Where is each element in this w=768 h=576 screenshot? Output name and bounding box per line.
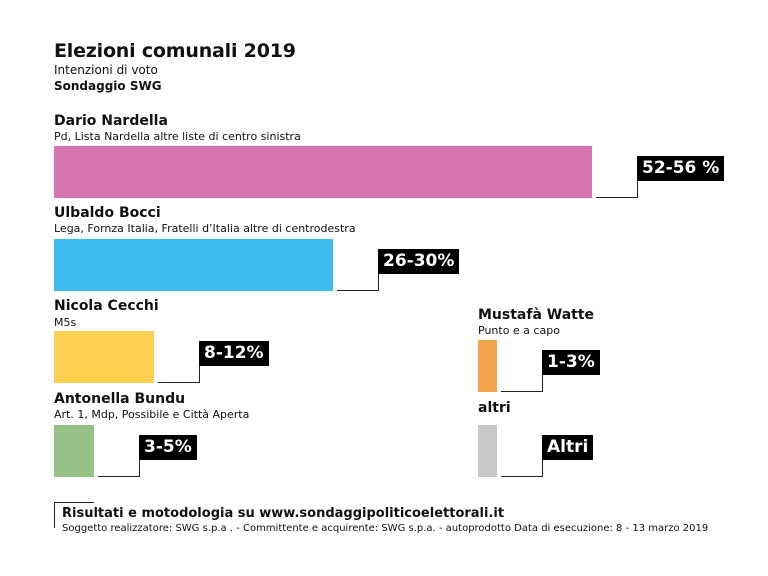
footer-credits: Soggetto realizzatore: SWG s.p.a . - Com… <box>62 523 709 534</box>
candidate-name-nardella: Dario Nardella <box>54 113 168 129</box>
candidate-parties-nardella: Pd, Lista Nardella altre liste di centro… <box>54 130 301 143</box>
candidate-name-altri: altri <box>478 400 511 416</box>
chart-source: Sondaggio SWG <box>54 79 162 93</box>
chart-title: Elezioni comunali 2019 <box>54 40 296 62</box>
leader-line-bocci <box>337 259 379 291</box>
candidate-parties-watte: Punto e a capo <box>478 324 560 337</box>
bar-altri <box>478 425 497 477</box>
candidate-name-watte: Mustafà Watte <box>478 307 595 323</box>
leader-line-altri <box>501 445 543 477</box>
bar-bundu <box>54 425 94 477</box>
value-label-nardella: 52-56 % <box>637 156 725 181</box>
candidate-parties-bundu: Art. 1, Mdp, Possibile e Città Aperta <box>54 408 250 421</box>
candidate-parties-bocci: Lega, Fornza Italia, Fratelli d’Italia a… <box>54 222 356 235</box>
leader-line-watte <box>501 360 543 392</box>
footer-methodology: Risultati e motodologia su www.sondaggip… <box>62 506 505 521</box>
candidate-name-cecchi: Nicola Cecchi <box>54 298 159 314</box>
value-label-bocci: 26-30% <box>378 249 460 274</box>
bar-nardella <box>54 146 592 198</box>
bar-cecchi <box>54 331 154 383</box>
value-label-bundu: 3-5% <box>139 435 197 460</box>
candidate-name-bocci: Ulbaldo Bocci <box>54 205 161 221</box>
candidate-parties-cecchi: M5s <box>54 316 77 329</box>
chart-subtitle: Intenzioni di voto <box>54 63 158 77</box>
candidate-name-bundu: Antonella Bundu <box>54 391 186 407</box>
value-label-altri: Altri <box>542 435 594 460</box>
footer-rule <box>54 502 94 528</box>
leader-line-bundu <box>98 445 140 477</box>
leader-line-nardella <box>596 166 638 198</box>
leader-line-cecchi <box>158 351 200 383</box>
bar-watte <box>478 340 497 392</box>
bar-bocci <box>54 239 333 291</box>
value-label-watte: 1-3% <box>542 350 600 375</box>
value-label-cecchi: 8-12% <box>199 341 269 366</box>
